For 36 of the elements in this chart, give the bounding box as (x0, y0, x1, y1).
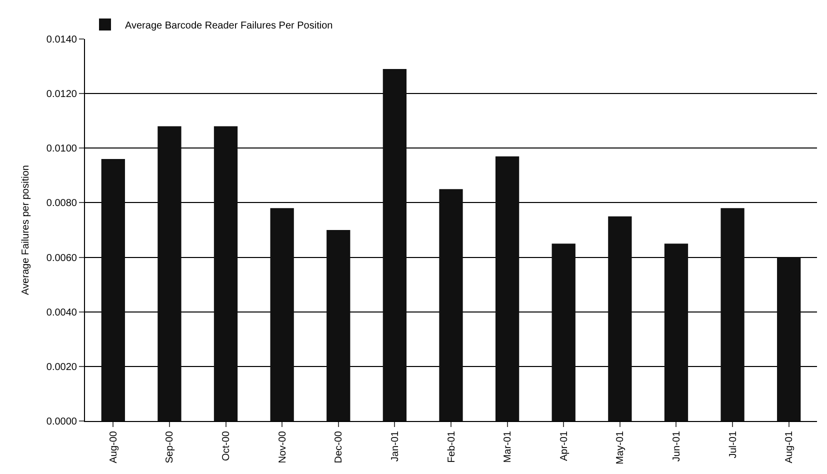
x-tick-label: Apr-01 (558, 430, 570, 462)
y-tick-label: 0.0100 (46, 144, 78, 155)
y-tick-label: 0.0080 (46, 198, 78, 210)
legend-label: Average Barcode Reader Failures Per Position (125, 20, 333, 32)
bar (608, 216, 632, 421)
x-tick-label: Aug-01 (784, 430, 796, 464)
x-tick-label: Dec-00 (334, 430, 345, 464)
bar (439, 189, 463, 421)
y-tick-label: 0.0000 (46, 416, 78, 428)
y-tick-label: 0.0120 (46, 89, 78, 100)
bar (382, 69, 407, 421)
bar (664, 244, 688, 421)
y-tick-label: 0.0060 (46, 252, 78, 264)
x-tick-label: Jun-01 (671, 430, 682, 462)
bar (101, 159, 125, 421)
bar (270, 208, 294, 421)
x-tick-label: Jul-01 (728, 430, 739, 458)
bar (777, 257, 801, 421)
x-tick-label: Aug-00 (108, 430, 120, 464)
bar (326, 230, 350, 421)
bar (552, 244, 576, 421)
x-tick-label: May-01 (615, 430, 626, 464)
y-tick-label: 0.0140 (46, 34, 78, 46)
x-tick-label: Oct-00 (221, 430, 232, 462)
bar (720, 208, 744, 421)
x-tick-label: Nov-00 (277, 430, 288, 464)
x-tick-label: Mar-01 (502, 430, 514, 463)
y-tick-label: 0.0040 (46, 307, 78, 318)
y-axis-title: Average Failures per position (20, 165, 32, 295)
bar (495, 156, 520, 421)
x-tick-label: Sep-00 (164, 430, 176, 464)
bar (214, 126, 238, 421)
x-tick-label: Jan-01 (390, 430, 401, 462)
y-tick-label: 0.0020 (46, 362, 78, 373)
x-tick-label: Feb-01 (446, 430, 458, 463)
bar (158, 126, 182, 421)
